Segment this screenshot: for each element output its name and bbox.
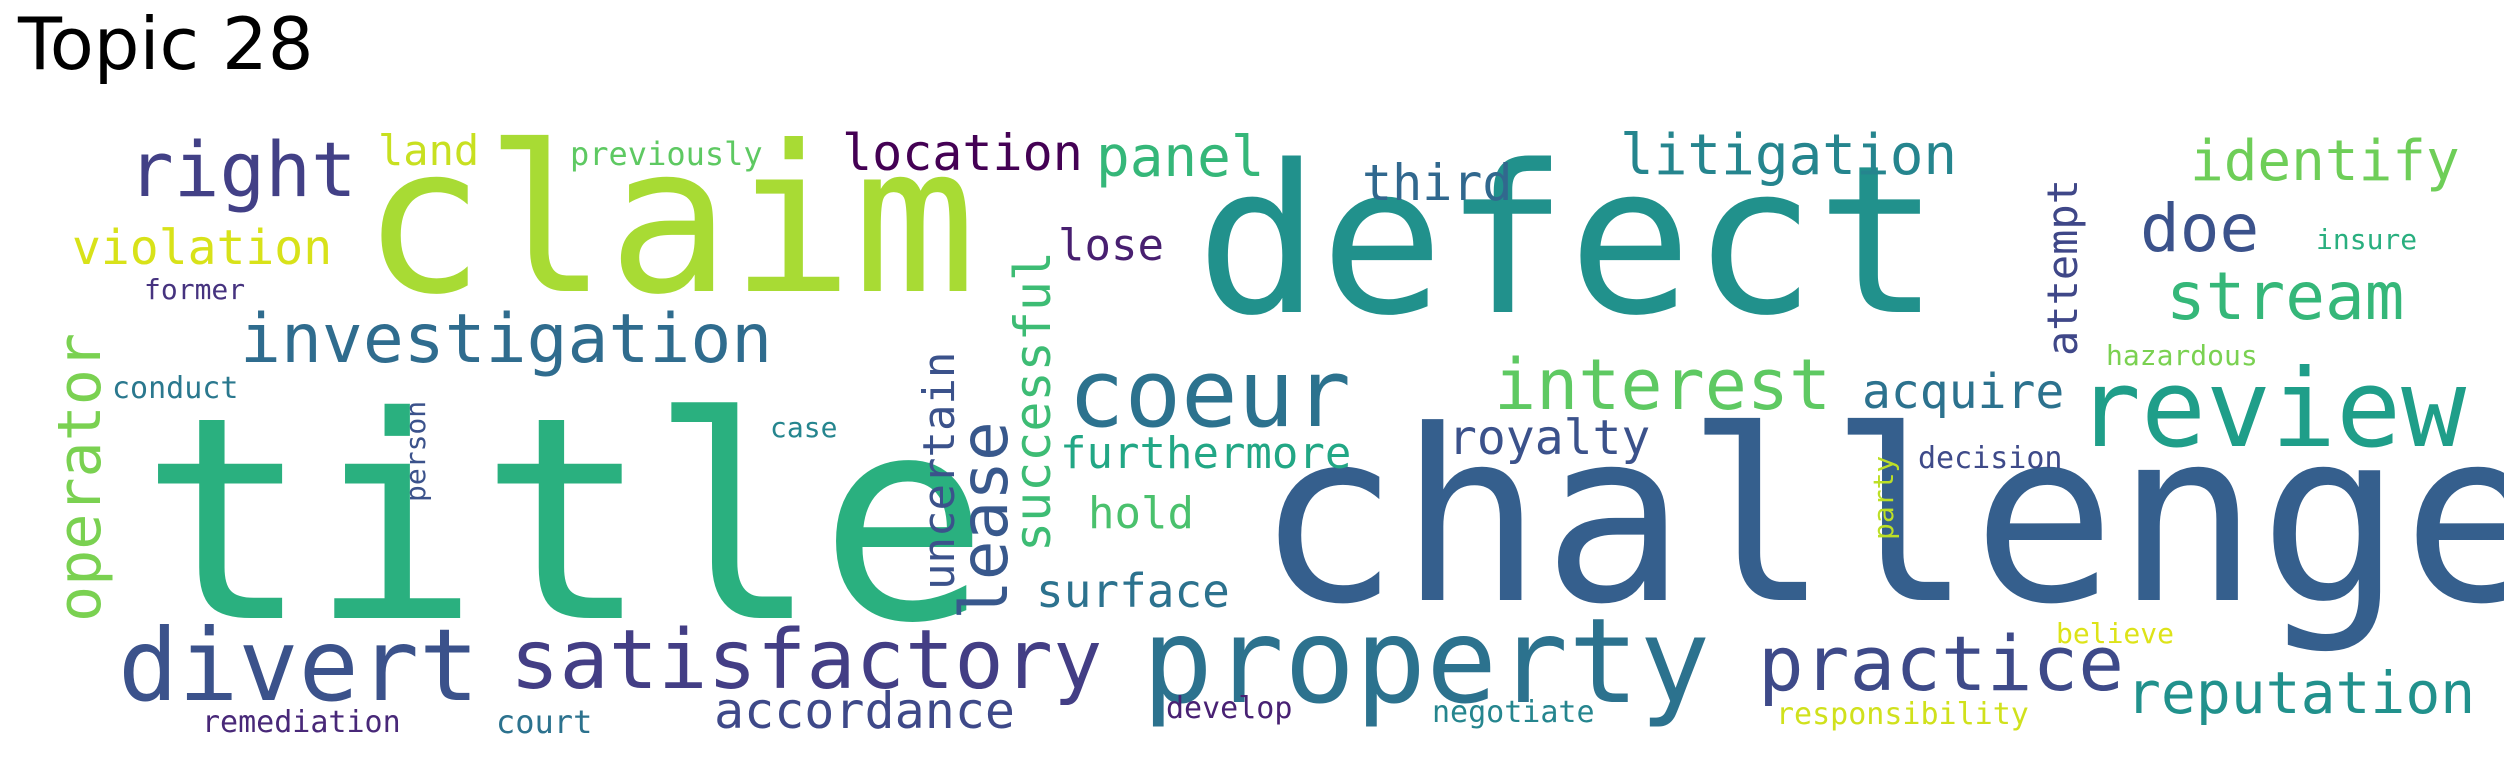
word-land: land [378,126,480,175]
word-royalty: royalty [1448,410,1651,466]
word-coeur: coeur [1068,340,1351,449]
word-previously: previously [570,135,763,173]
word-litigation: litigation [1620,123,1958,188]
word-acquire: acquire [1862,364,2065,420]
word-case: case [770,411,838,444]
word-attempt: attempt [2038,178,2087,356]
word-investigation: investigation [240,300,773,379]
word-reputation: reputation [2126,659,2476,727]
word-stream: stream [2166,258,2405,335]
word-right: right [128,125,357,214]
word-insure: insure [2316,223,2418,256]
word-third: third [1362,154,1513,212]
word-operator: operator [45,333,115,622]
word-former: former [144,273,246,306]
word-negotiate: negotiate [1432,695,1595,730]
word-panel: panel [1096,125,1265,190]
word-decision: decision [1918,441,2063,476]
page-title: Topic 28 [18,2,314,86]
word-remediation: remediation [202,705,401,740]
word-furthermore: furthermore [1060,428,1352,479]
word-property: property [1142,592,1711,730]
word-person: person [399,400,432,502]
word-hold: hold [1088,488,1194,539]
word-practice: practice [1758,619,2125,708]
word-challenge: challenge [1256,380,2504,657]
word-uncertain: uncertain [914,351,965,590]
word-court: court [496,703,593,741]
word-lose: lose [1058,220,1164,271]
word-claim: claim [362,103,977,340]
word-review: review [2076,347,2467,472]
word-surface: surface [1036,564,1230,618]
word-conduct: conduct [112,371,239,406]
word-develop: develop [1166,691,1293,726]
word-party: party [1867,455,1900,540]
word-defect: defect [1196,121,1941,361]
word-responsibility: responsibility [1776,697,2029,732]
word-accordance: accordance [714,682,1016,740]
word-location: location [842,124,1083,182]
word-hazardous: hazardous [2106,339,2258,372]
word-violation: violation [72,220,333,276]
word-identify: identify [2190,129,2460,194]
word-doe: doe [2140,190,2260,267]
word-divert: divert [118,607,480,724]
word-title: title [140,356,989,685]
word-satisfactory: satisfactory [510,613,1103,708]
word-believe: believe [2056,617,2175,650]
word-successful: successful [1004,250,1062,552]
word-interest: interest [1494,344,1832,426]
